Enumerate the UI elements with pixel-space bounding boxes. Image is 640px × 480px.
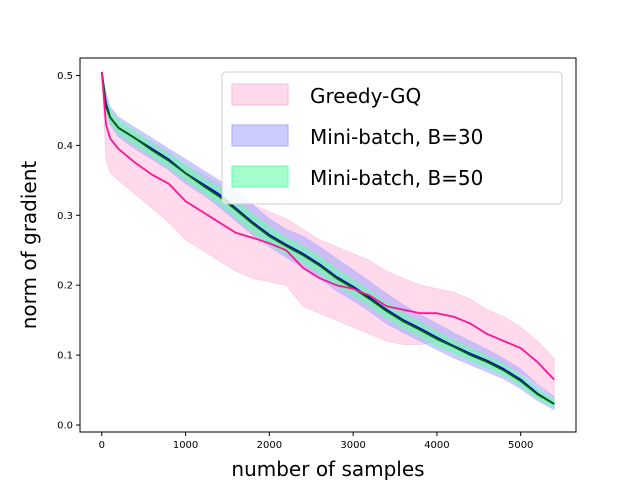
x-axis-label: number of samples <box>231 457 424 480</box>
x-tick-label: 0 <box>99 440 105 451</box>
legend-swatch-1 <box>231 83 289 106</box>
legend-swatch-2 <box>231 124 289 147</box>
x-tick-label: 1000 <box>173 440 198 451</box>
legend-swatch-3 <box>231 165 289 188</box>
x-tick-label: 5000 <box>508 440 533 451</box>
y-axis-ticks: 0.0 0.1 0.2 0.3 0.4 0.5 <box>57 71 80 432</box>
x-tick-label: 3000 <box>340 440 365 451</box>
legend: Greedy-GQ Mini-batch, B=30 Mini-batch, B=5… <box>221 71 563 205</box>
plot-area-frame <box>79 57 577 433</box>
legend-label-2: Mini-batch, B=30 <box>310 125 483 149</box>
line-series-2 <box>100 71 555 405</box>
x-axis-ticks: 0 1000 2000 3000 4000 5000 <box>99 432 533 451</box>
line-series-3 <box>100 71 555 405</box>
y-tick-label: 0.4 <box>57 141 73 152</box>
line-series-1 <box>100 71 555 381</box>
y-tick-label: 0.3 <box>57 211 73 222</box>
legend-label-1: Greedy-GQ <box>310 84 421 108</box>
series-lines <box>100 71 555 405</box>
y-tick-label: 0.5 <box>57 71 73 82</box>
x-tick-label: 4000 <box>424 440 449 451</box>
legend-label-3: Mini-batch, B=50 <box>310 166 483 190</box>
y-tick-label: 0.2 <box>57 281 73 292</box>
y-axis-label: norm of gradient <box>17 161 41 330</box>
x-tick-label: 2000 <box>257 440 282 451</box>
y-tick-label: 0.1 <box>57 351 73 362</box>
legend-frame <box>221 71 563 205</box>
y-tick-label: 0.0 <box>57 421 73 432</box>
